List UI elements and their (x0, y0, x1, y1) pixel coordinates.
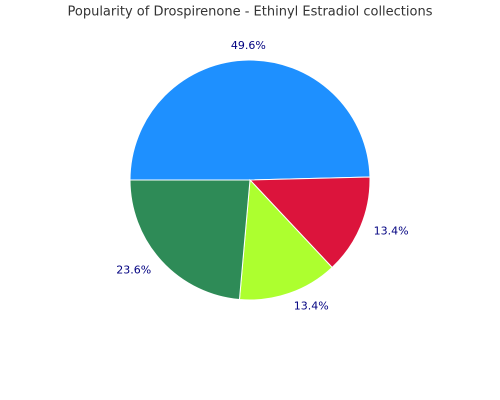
value-label: 13.4% (374, 225, 409, 238)
pie-slice (238, 178, 333, 301)
pie-slice (248, 176, 371, 269)
value-label: 49.6% (231, 39, 266, 52)
value-label: 23.6% (116, 263, 151, 276)
value-label: 13.4% (294, 300, 329, 313)
pie-slice (129, 179, 251, 301)
pie-slice (129, 59, 371, 181)
chart-title: Popularity of Drospirenone - Ethinyl Est… (68, 5, 433, 20)
